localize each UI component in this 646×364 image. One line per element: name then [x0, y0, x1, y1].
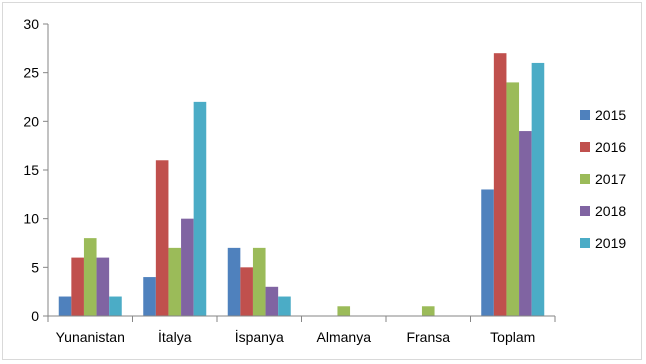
- bar: [278, 296, 291, 316]
- legend-label: 2019: [595, 235, 626, 251]
- bar: [506, 82, 520, 317]
- y-tick-label: 20: [23, 113, 39, 129]
- bar: [531, 62, 545, 317]
- legend-swatch: [580, 174, 590, 184]
- bar: [481, 189, 494, 316]
- bar: [265, 286, 279, 316]
- bar: [337, 306, 351, 316]
- x-tick-label: İtalya: [158, 328, 192, 345]
- legend-label: 2017: [595, 171, 626, 187]
- legend: 2015 2016 2017 2018 2019: [580, 107, 626, 251]
- x-tick-label: Yunanistan: [56, 329, 125, 345]
- legend-swatch: [580, 142, 590, 152]
- bar: [96, 257, 110, 316]
- bar: [143, 277, 156, 316]
- bar: [109, 296, 122, 316]
- bar: [155, 160, 169, 316]
- bar: [493, 53, 507, 316]
- bar: [240, 267, 253, 316]
- bar: [193, 101, 207, 317]
- bar: [168, 247, 182, 316]
- bar: [181, 218, 194, 316]
- bar: [83, 238, 97, 316]
- bar: [252, 247, 266, 316]
- y-tick-label: 30: [23, 16, 39, 32]
- legend-swatch: [580, 110, 590, 120]
- y-tick-label: 10: [23, 211, 39, 227]
- legend-swatch: [580, 238, 590, 248]
- legend-label: 2018: [595, 203, 626, 219]
- y-tick-label: 0: [31, 308, 39, 324]
- legend-swatch: [580, 206, 590, 216]
- y-tick-label: 5: [31, 259, 39, 275]
- bar: [421, 306, 435, 316]
- bars-group: [58, 53, 545, 317]
- x-tick-label: İspanya: [235, 328, 284, 345]
- x-tick-label: Toplam: [490, 329, 535, 345]
- x-tick-label: Fransa: [406, 329, 450, 345]
- axes-group: 0 5 10 15 20 25 30 Yunanistan İtalya İspanya Alman…: [23, 16, 556, 345]
- legend-label: 2016: [595, 139, 626, 155]
- bar: [227, 247, 241, 316]
- legend-label: 2015: [595, 107, 626, 123]
- bar: [519, 131, 532, 316]
- bar: [71, 257, 84, 316]
- y-tick-label: 15: [23, 162, 39, 178]
- x-tick-label: Almanya: [317, 329, 372, 345]
- y-tick-label: 25: [23, 65, 39, 81]
- bar: [58, 296, 72, 316]
